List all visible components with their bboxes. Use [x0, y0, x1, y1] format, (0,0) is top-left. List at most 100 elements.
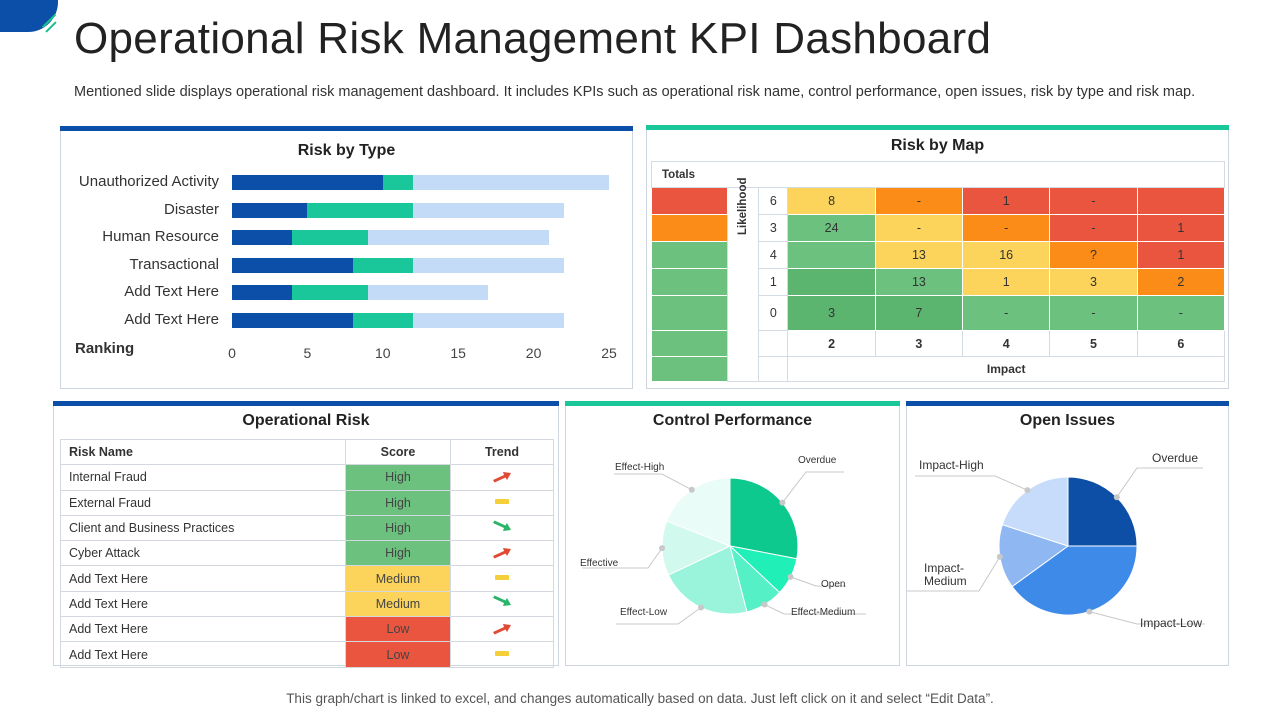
slice-label: Impact-High: [919, 458, 984, 472]
blank-cell: [758, 330, 789, 357]
x-tick-label: 0: [228, 345, 236, 361]
bar-segment[interactable]: [352, 257, 413, 273]
heat-map-cell[interactable]: 3: [1049, 268, 1138, 296]
bar-segment[interactable]: [292, 230, 368, 246]
bar-segment[interactable]: [382, 175, 413, 190]
table-row[interactable]: Add Text Here Medium: [60, 565, 554, 592]
heat-map-cell[interactable]: [787, 268, 876, 296]
col-risk-name[interactable]: Risk Name: [60, 438, 346, 466]
totals-cell[interactable]: [650, 356, 729, 382]
bar-segment[interactable]: [232, 285, 293, 301]
risk-by-map-title: Risk by Map: [890, 137, 985, 154]
bar-segment[interactable]: [352, 313, 413, 328]
bar-segment[interactable]: [232, 257, 353, 273]
x-tick-label: 20: [525, 345, 542, 361]
operational-risk-table[interactable]: Risk Name Score Trend Internal Fraud High…: [60, 438, 554, 668]
operational-risk-panel[interactable]: Operational Risk Risk Name Score Trend I…: [53, 401, 559, 668]
risk-by-map-panel[interactable]: Risk by Map Totals Likelihood 6 8-1-3 24- - -1…: [646, 125, 1229, 389]
heat-map-cell[interactable]: 1: [1136, 214, 1226, 242]
risk-by-type-chart[interactable]: Unauthorized Activity Disaster Human Resou…: [61, 131, 632, 388]
heat-map-cell[interactable]: 1: [962, 268, 1051, 296]
table-row[interactable]: Add Text Here Low: [60, 641, 554, 668]
bar-segment[interactable]: [232, 313, 353, 328]
bar-segment[interactable]: [412, 257, 564, 273]
table-row[interactable]: Client and Business Practices High: [60, 514, 554, 542]
pie-slice[interactable]: [1067, 476, 1138, 547]
totals-cell[interactable]: [650, 268, 729, 296]
heat-map-cell[interactable]: 1: [962, 187, 1051, 215]
trend-cell: [450, 514, 554, 542]
trend-cell: [450, 489, 554, 516]
panel-accent-bar: [53, 401, 559, 406]
totals-cell[interactable]: [650, 187, 729, 215]
impact-value: 5: [1049, 330, 1138, 357]
heat-map-cell[interactable]: 24: [787, 214, 876, 242]
bar-segment[interactable]: [412, 202, 564, 218]
bar-segment[interactable]: [412, 313, 564, 328]
heat-map-cell[interactable]: -: [874, 214, 964, 242]
heat-map-cell[interactable]: 16: [962, 241, 1051, 269]
category-label: Unauthorized Activity: [78, 173, 219, 190]
risk-name-cell: Internal Fraud: [60, 464, 346, 491]
leader-line: [614, 473, 693, 491]
risk-heat-map[interactable]: Totals Likelihood 6 8-1-3 24- - -1 4 13 16? 1 1 13 1 3…: [650, 161, 1226, 382]
leader-line: [915, 475, 1028, 491]
control-performance-chart[interactable]: Overdue Open Effect-Medium Effect-Low Effect…: [566, 406, 899, 665]
category-label: Add Text Here: [124, 311, 219, 328]
table-row[interactable]: Internal Fraud High: [60, 464, 554, 491]
heat-map-cell[interactable]: -: [1049, 214, 1138, 242]
pie-slice[interactable]: [729, 477, 799, 560]
open-issues-chart[interactable]: Overdue Impact-Low Impact-Medium Impact-Hig…: [907, 406, 1228, 665]
heat-map-cell[interactable]: ?: [1049, 241, 1138, 269]
trend-cell: [450, 590, 554, 618]
totals-cell[interactable]: [650, 241, 729, 269]
totals-cell[interactable]: [650, 330, 729, 357]
bar-segment[interactable]: [307, 202, 413, 218]
x-tick-label: 10: [375, 345, 391, 361]
open-issues-panel[interactable]: Open Issues Overdue Impact-Low Impact-Medi…: [906, 401, 1229, 666]
heat-map-cell[interactable]: 2: [1136, 268, 1226, 296]
slice-label: Effect-Low: [620, 607, 668, 618]
heat-map-cell[interactable]: 13: [874, 268, 964, 296]
heat-map-cell[interactable]: -: [962, 214, 1051, 242]
heat-map-cell[interactable]: -: [1049, 187, 1138, 215]
risk-name-cell: External Fraud: [60, 489, 346, 516]
col-score[interactable]: Score: [345, 438, 451, 466]
trend-cell: [450, 565, 554, 592]
bar-segment[interactable]: [292, 285, 368, 301]
bar-segment[interactable]: [232, 202, 308, 218]
control-performance-panel[interactable]: Control Performance Overdue Open Effect-Me…: [565, 401, 900, 666]
heat-map-cell[interactable]: 13: [874, 241, 964, 269]
heat-map-cell[interactable]: [787, 241, 876, 269]
table-row[interactable]: Add Text Here Low: [60, 616, 554, 643]
totals-cell[interactable]: [650, 214, 729, 242]
heat-map-cell[interactable]: 8: [787, 187, 876, 215]
leader-line: [764, 604, 866, 615]
impact-value: 6: [1136, 330, 1226, 357]
heat-map-cell[interactable]: -: [874, 187, 964, 215]
heat-map-cell[interactable]: 7: [874, 295, 964, 331]
heat-map-cell[interactable]: -: [1136, 295, 1226, 331]
pie-svg: [907, 467, 1205, 625]
heat-map-cell[interactable]: 3: [787, 295, 876, 331]
table-row[interactable]: External Fraud High: [60, 489, 554, 516]
heat-map-cell[interactable]: 1: [1136, 241, 1226, 269]
risk-name-cell: Add Text Here: [60, 641, 346, 668]
totals-cell[interactable]: [650, 295, 729, 331]
leader-line: [790, 576, 846, 587]
heat-map-cell[interactable]: -: [1049, 295, 1138, 331]
category-label: Disaster: [163, 200, 219, 218]
table-row[interactable]: Add Text Here Medium: [60, 590, 554, 618]
heat-map-cell[interactable]: [1136, 187, 1226, 215]
bar-segment[interactable]: [232, 230, 293, 246]
risk-by-type-panel[interactable]: Risk by Type Unauthorized Activity Disast…: [60, 126, 633, 389]
heat-map-cell[interactable]: -: [962, 295, 1051, 331]
bar-segment[interactable]: [412, 175, 609, 190]
heat-map-table[interactable]: Totals Likelihood 6 8-1-3 24- - -1 4 13 16? 1 1 13 1 3…: [650, 161, 1226, 382]
bar-segment[interactable]: [232, 175, 383, 190]
bar-segment[interactable]: [367, 285, 489, 301]
bar-segment[interactable]: [367, 230, 549, 246]
table-row[interactable]: Cyber Attack High: [60, 540, 554, 567]
col-trend[interactable]: Trend: [450, 438, 554, 466]
leader-dot: [996, 553, 1003, 560]
